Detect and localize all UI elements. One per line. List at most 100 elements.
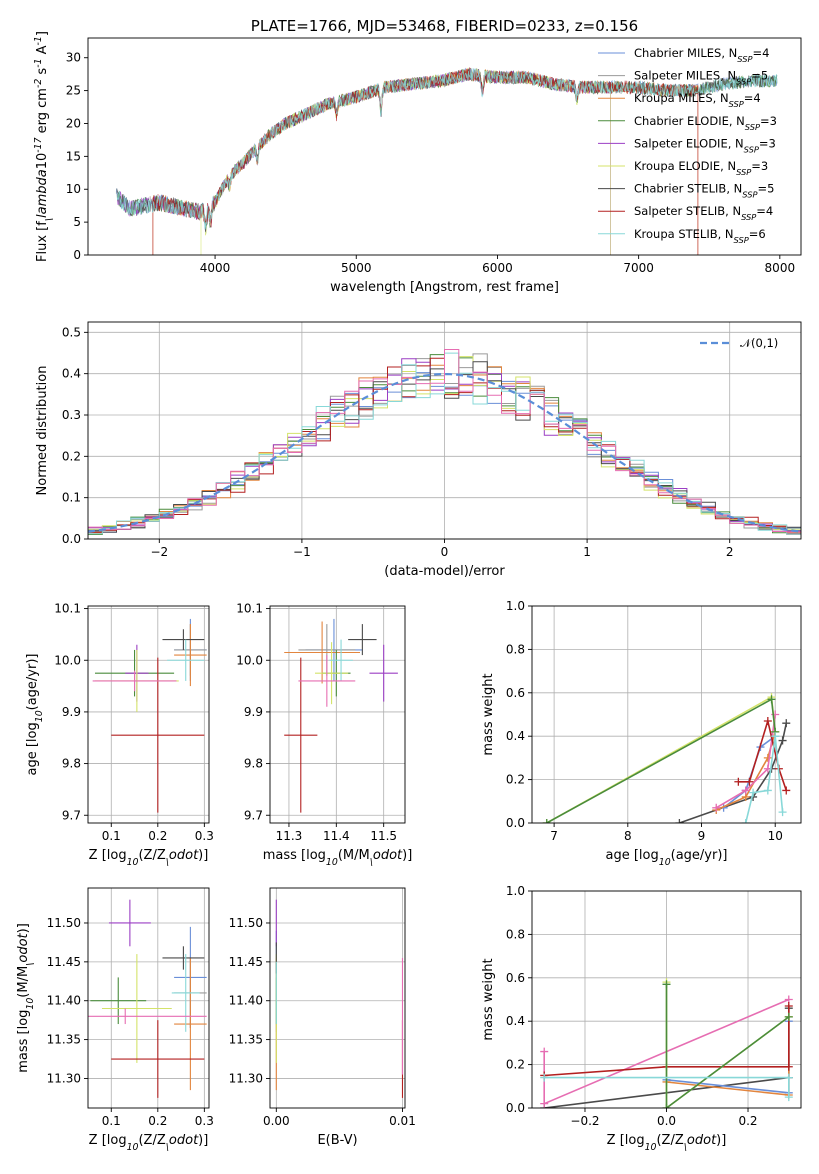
text-span: (data-model)/error: [384, 564, 505, 579]
text-span: odot: [16, 932, 31, 962]
text-span: -1: [33, 36, 44, 45]
axes-frame: [87, 887, 210, 1109]
normal-curve-line: [88, 373, 801, 533]
x-axis-label: age [log10(age/yr)]: [606, 848, 728, 868]
text-span: 10: [25, 998, 36, 1010]
data-marker: [675, 819, 684, 823]
y-tick-label: 11.40: [229, 994, 263, 1008]
y-tick-label: 10.0: [54, 653, 81, 667]
mass-weight-series: [666, 1016, 790, 1096]
plot-area: [88, 899, 207, 1098]
text-span: (age/yr)]: [671, 848, 728, 863]
y-tick-label: 11.35: [47, 1033, 81, 1047]
text-span: wavelength [Angstrom, rest frame]: [330, 280, 559, 295]
x-tick-label: 0.0: [657, 1114, 676, 1128]
x-tick-label: 7000: [623, 261, 654, 275]
y-tick-label: 11.40: [47, 994, 81, 1008]
mass-weight-series: [666, 1021, 790, 1094]
y-tick-label: 9.9: [62, 705, 81, 719]
text-span: )]: [716, 1133, 726, 1148]
text-span: )]: [198, 848, 208, 863]
y-tick-label: 11.45: [229, 955, 263, 969]
y-tick-label: 0.3: [62, 408, 81, 422]
y-tick-label: 0.5: [62, 325, 81, 339]
x-tick-label: −1: [293, 545, 311, 559]
text-span: 10: [659, 857, 671, 868]
text-span: \: [166, 1142, 169, 1153]
data-marker: [662, 1104, 671, 1108]
text-span: \: [166, 857, 169, 868]
y-tick-label: 25: [66, 84, 81, 98]
y-tick-label: 9.9: [244, 705, 263, 719]
data-marker: [784, 1073, 793, 1082]
plot-area: [92, 618, 207, 813]
y-axis-label: mass [log10(M/M\odot)]: [16, 923, 36, 1073]
data-marker: [763, 786, 772, 795]
axes-frame: [269, 605, 406, 824]
y-tick-label: 20: [66, 116, 81, 130]
x-axis-label: Z [log10(Z/Z\odot)]: [89, 1133, 209, 1153]
text-span: SSP: [729, 99, 744, 109]
text-span: A: [35, 45, 50, 58]
y-tick-label: 0.4: [506, 729, 525, 743]
x-tick-label: 0.1: [102, 829, 121, 843]
axes-mass-vs-EBV: 0.00 0.01 11.30 11.35 11.40 11.45 11.50 E(B-V): [229, 887, 416, 1148]
data-marker: [778, 808, 787, 817]
legend-entry: Salpeter STELIB, NSSP=4: [634, 204, 773, 222]
plot-area: [540, 978, 793, 1108]
text-span: Salpeter ELODIE, N: [634, 136, 744, 150]
legend-entry: Kroupa MILES, NSSP=4: [634, 91, 761, 109]
text-span: 10: [127, 857, 139, 868]
plot-area: [275, 899, 404, 1098]
text-span: -17: [33, 137, 44, 152]
data-marker: [662, 980, 671, 989]
x-tick-label: 10: [768, 829, 783, 843]
axes-frame: [87, 37, 802, 256]
x-axis-label: (data-model)/error: [384, 564, 505, 579]
axes-frame: [269, 887, 406, 1109]
text-span: Z [log: [89, 1133, 127, 1148]
text-span: odot: [169, 1133, 199, 1148]
figure-content: 4000 5000 6000 7000 8000051015202530waveleng…: [16, 17, 802, 1153]
mass-weight-series: [546, 698, 776, 823]
y-tick-label: 11.50: [47, 916, 81, 930]
data-marker: [749, 788, 758, 797]
x-tick-label: 0.01: [389, 1114, 416, 1128]
text-span: lambda: [35, 169, 50, 218]
y-tick-label: 10.1: [54, 602, 81, 616]
text-span: mass weight: [481, 958, 496, 1040]
data-marker: [741, 786, 750, 795]
text-span: age [log: [25, 722, 40, 775]
legend-entry-normal: 𝒩(0,1): [740, 336, 778, 350]
text-span: =4: [744, 91, 761, 105]
mass-weight-series: [544, 1006, 790, 1077]
text-span: Chabrier ELODIE, N: [634, 114, 745, 128]
y-tick-label: 0.6: [506, 971, 525, 985]
y-tick-label: 0.2: [62, 449, 81, 463]
x-tick-label: 5000: [341, 261, 372, 275]
text-span: age [log: [606, 848, 659, 863]
y-tick-label: 0.2: [506, 773, 525, 787]
y-tick-label: 9.8: [244, 757, 263, 771]
text-span: \: [684, 1142, 687, 1153]
y-tick-label: 10: [66, 182, 81, 196]
data-marker: [782, 719, 791, 728]
spectrum-series-line: [152, 68, 699, 255]
mass-weight-series: [665, 984, 790, 1108]
x-axis-label: Z [log10(Z/Z\odot)]: [89, 848, 209, 868]
y-tick-label: 0.8: [506, 927, 525, 941]
y-tick-label: 9.8: [62, 757, 81, 771]
text-span: SSP: [744, 144, 759, 154]
text-span: =3: [760, 114, 777, 128]
x-tick-label: 11.3: [276, 829, 303, 843]
y-tick-label: 15: [66, 149, 81, 163]
axes-mass-vs-Z: 0.1 0.2 0.3 11.30 11.35 11.40 11.45 11.50 Z [log…: [16, 887, 214, 1153]
data-marker: [540, 1073, 549, 1082]
text-span: Normed distribution: [35, 366, 50, 496]
y-tick-label: 0.0: [506, 1101, 525, 1115]
legend-entry: Salpeter ELODIE, NSSP=3: [634, 136, 776, 154]
x-tick-label: 0.2: [148, 1114, 167, 1128]
text-span: odot: [687, 1133, 717, 1148]
axes-age-vs-mass: 11.3 11.4 11.5 9.7 9.8 9.9 10.0 10.1 mass [log10…: [236, 602, 412, 868]
spectrum-series-line: [115, 67, 778, 230]
